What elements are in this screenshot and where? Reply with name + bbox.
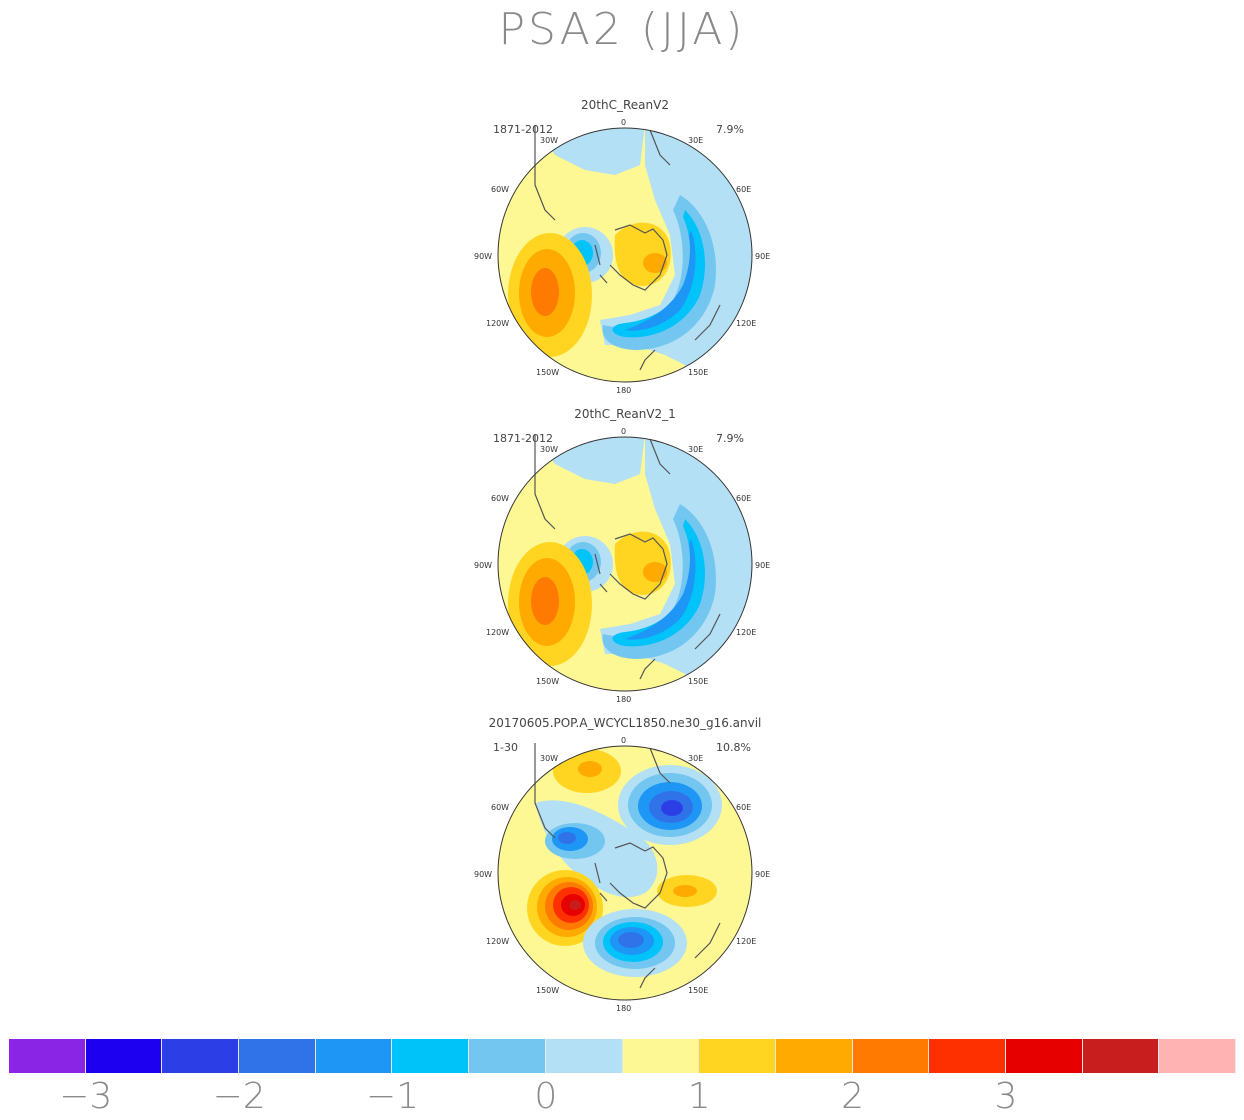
panel-variance-pct: 7.9%: [716, 123, 744, 136]
colorbar-segment: [1082, 1039, 1160, 1073]
lon-label: 150W: [536, 986, 560, 995]
lon-label: 60W: [491, 185, 510, 194]
panel-period: 1-30: [493, 741, 518, 754]
colorbar-segment: [775, 1039, 853, 1073]
polar-map: [497, 743, 753, 1001]
lon-label: 30W: [540, 445, 559, 454]
panel-title: 20thC_ReanV2_1: [574, 407, 676, 421]
panel-period: 1871-2012: [493, 432, 553, 445]
lon-label: 180: [616, 1004, 632, 1013]
colorbar-segment: [1159, 1039, 1236, 1073]
lon-label: 60W: [491, 494, 510, 503]
map-panel-3: 20170605.POP.A_WCYCL1850.ne30_g16.anvil …: [460, 716, 790, 1016]
lon-label: 90E: [755, 870, 771, 879]
lon-label: 30E: [688, 445, 704, 454]
lon-label: 180: [616, 386, 632, 395]
lon-label: 150E: [688, 986, 709, 995]
panel-title: 20thC_ReanV2: [581, 98, 669, 112]
lon-label: 150W: [536, 368, 560, 377]
lon-label: 60E: [736, 803, 752, 812]
colorbar-segment: [622, 1039, 700, 1073]
colorbar-segment: [469, 1039, 546, 1073]
lon-label: 60E: [736, 185, 752, 194]
colorbar-segment: [392, 1039, 470, 1073]
colorbar-tick-label: −3: [59, 1076, 113, 1117]
colorbar-segment: [929, 1039, 1006, 1073]
lon-label: 90W: [474, 870, 493, 879]
lon-label: 180: [616, 695, 632, 704]
lon-label: 60E: [736, 494, 752, 503]
map-panel-1: 20thC_ReanV2 1871-2012 7.9% 0 30E 60E 90…: [460, 98, 790, 398]
polar-map: [497, 434, 753, 692]
lon-label: 30E: [688, 754, 704, 763]
colorbar: [9, 1039, 1236, 1073]
lon-label: 120E: [736, 937, 757, 946]
lon-label: 120E: [736, 628, 757, 637]
panel-variance-pct: 10.8%: [716, 741, 751, 754]
colorbar-segment: [699, 1039, 776, 1073]
polar-map: [497, 125, 753, 383]
colorbar-tick-label: −1: [365, 1076, 419, 1117]
colorbar-tick-label: 3: [994, 1076, 1018, 1117]
colorbar-tick-label: 0: [534, 1076, 558, 1117]
panel-period: 1871-2012: [493, 123, 553, 136]
lon-label: 120E: [736, 319, 757, 328]
lon-label: 0: [621, 427, 627, 436]
panel-variance-pct: 7.9%: [716, 432, 744, 445]
colorbar-segment: [1005, 1039, 1083, 1073]
lon-label: 150E: [688, 368, 709, 377]
colorbar-segment: [239, 1039, 316, 1073]
lon-label: 30W: [540, 136, 559, 145]
figure-title: PSA2 (JJA): [498, 4, 746, 55]
lon-label: 30W: [540, 754, 559, 763]
colorbar-tick-label: −2: [212, 1076, 266, 1117]
lon-label: 120W: [486, 937, 510, 946]
lon-label: 0: [621, 118, 627, 127]
lon-label: 90W: [474, 561, 493, 570]
lon-label: 0: [621, 736, 627, 745]
lon-label: 90E: [755, 561, 771, 570]
colorbar-tick-label: 1: [687, 1076, 711, 1117]
lon-label: 120W: [486, 628, 510, 637]
lon-label: 60W: [491, 803, 510, 812]
colorbar-segment: [545, 1039, 623, 1073]
lon-label: 90E: [755, 252, 771, 261]
panel-title: 20170605.POP.A_WCYCL1850.ne30_g16.anvil: [488, 716, 762, 730]
lon-label: 120W: [486, 319, 510, 328]
colorbar-segment: [852, 1039, 930, 1073]
colorbar-segment: [315, 1039, 393, 1073]
colorbar-tick-label: 2: [841, 1076, 865, 1117]
colorbar-segment: [9, 1039, 86, 1073]
colorbar-segment: [162, 1039, 240, 1073]
map-panel-2: 20thC_ReanV2_1 1871-2012 7.9% 0 30E 60E …: [460, 407, 790, 707]
lon-label: 150W: [536, 677, 560, 686]
lon-label: 90W: [474, 252, 493, 261]
lon-label: 150E: [688, 677, 709, 686]
lon-label: 30E: [688, 136, 704, 145]
colorbar-segment: [85, 1039, 163, 1073]
